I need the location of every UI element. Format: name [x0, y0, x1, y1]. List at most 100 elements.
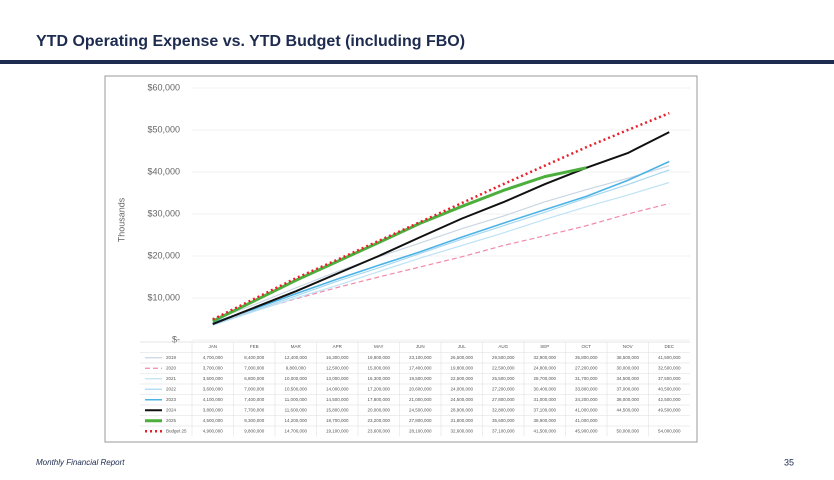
legend-label: 2025 [166, 418, 177, 423]
series-line [212, 181, 670, 326]
table-cell: 20,000,000 [367, 407, 390, 412]
x-tick-label: SEP [540, 344, 549, 349]
legend-label: Budget 25 [166, 428, 187, 433]
table-cell: 19,500,000 [409, 376, 432, 381]
table-cell: 17,400,000 [409, 365, 432, 370]
y-tick-label: $10,000 [147, 292, 180, 302]
series-line [212, 131, 670, 325]
table-cell: 30,400,000 [533, 386, 556, 391]
table-cell: 24,000,000 [450, 386, 473, 391]
table-cell: 12,500,000 [326, 365, 349, 370]
page-number: 35 [784, 457, 794, 467]
table-cell: 26,500,000 [450, 355, 473, 360]
y-tick-label: $- [172, 334, 180, 344]
x-tick-label: MAY [374, 344, 383, 349]
table-cell: 33,800,000 [575, 386, 598, 391]
table-cell: 24,500,000 [409, 407, 432, 412]
table-cell: 50,000,000 [616, 428, 639, 433]
y-tick-label: $40,000 [147, 166, 180, 176]
table-cell: 15,800,000 [326, 407, 349, 412]
table-cell: 11,000,000 [285, 397, 308, 402]
table-cell: 10,000,000 [284, 376, 307, 381]
table-cell: 32,900,000 [533, 355, 556, 360]
y-axis-title: Thousands [116, 197, 126, 242]
table-cell: 3,600,000 [203, 386, 224, 391]
footer-text: Monthly Financial Report [36, 458, 125, 467]
table-cell: 9,800,000 [286, 365, 307, 370]
table-cell: 31,000,000 [533, 397, 556, 402]
series-line [212, 160, 670, 324]
table-cell: 37,100,000 [533, 407, 556, 412]
table-cell: 24,500,000 [450, 397, 473, 402]
table-cell: 41,000,000 [575, 407, 598, 412]
table-cell: 4,900,000 [203, 428, 224, 433]
table-cell: 23,600,000 [367, 428, 390, 433]
table-cell: 3,500,000 [203, 376, 224, 381]
table-cell: 7,000,000 [244, 386, 265, 391]
table-cell: 20,600,000 [409, 386, 432, 391]
table-cell: 45,900,000 [575, 428, 598, 433]
table-cell: 35,800,000 [575, 355, 598, 360]
title-rule [0, 60, 834, 64]
table-cell: 41,000,000 [575, 418, 598, 423]
legend-label: 2020 [166, 365, 177, 370]
table-cell: 34,200,000 [575, 397, 598, 402]
table-cell: 9,300,000 [244, 418, 265, 423]
table-cell: 32,600,000 [450, 428, 473, 433]
table-cell: 23,200,000 [367, 418, 390, 423]
table-cell: 7,000,000 [244, 365, 265, 370]
table-cell: 17,200,000 [367, 386, 390, 391]
series-line [212, 169, 670, 326]
table-cell: 41,500,000 [533, 428, 556, 433]
table-cell: 14,500,000 [326, 397, 349, 402]
y-tick-label: $30,000 [147, 208, 180, 218]
table-cell: 34,500,000 [616, 376, 639, 381]
table-cell: 7,700,000 [244, 407, 265, 412]
y-tick-label: $20,000 [147, 250, 180, 260]
series-line [212, 202, 670, 326]
table-cell: 38,000,000 [616, 397, 639, 402]
legend-label: 2023 [166, 397, 177, 402]
table-cell: 32,500,000 [658, 365, 681, 370]
table-cell: 8,400,000 [244, 355, 265, 360]
table-cell: 3,800,000 [203, 407, 224, 412]
table-cell: 28,700,000 [533, 376, 556, 381]
table-cell: 28,100,000 [409, 428, 432, 433]
x-tick-label: JAN [208, 344, 217, 349]
chart-frame [104, 75, 698, 443]
table-cell: 25,500,000 [492, 376, 515, 381]
x-tick-label: OCT [582, 344, 592, 349]
table-cell: 27,200,000 [575, 365, 598, 370]
table-cell: 27,800,000 [409, 418, 432, 423]
table-cell: 37,000,000 [616, 386, 639, 391]
series-line [212, 166, 587, 323]
table-cell: 37,500,000 [658, 376, 681, 381]
table-cell: 42,500,000 [658, 397, 681, 402]
table-cell: 4,700,000 [203, 355, 224, 360]
legend-label: 2021 [166, 376, 177, 381]
table-cell: 19,800,000 [367, 355, 390, 360]
table-cell: 27,200,000 [492, 386, 515, 391]
table-cell: 21,000,000 [409, 397, 432, 402]
slide-title: YTD Operating Expense vs. YTD Budget (in… [36, 33, 465, 50]
table-cell: 10,500,000 [284, 386, 307, 391]
table-cell: 37,100,000 [492, 428, 515, 433]
x-tick-label: DEC [664, 344, 674, 349]
series-line [212, 165, 670, 321]
x-tick-label: NOV [623, 344, 633, 349]
table-cell: 27,800,000 [492, 397, 515, 402]
table-cell: 41,500,000 [658, 355, 681, 360]
legend-label: 2019 [166, 355, 177, 360]
table-cell: 49,500,000 [658, 407, 681, 412]
x-tick-label: AUG [498, 344, 508, 349]
x-tick-label: FEB [250, 344, 259, 349]
table-cell: 29,500,000 [492, 355, 515, 360]
table-cell: 14,000,000 [326, 386, 349, 391]
table-cell: 30,000,000 [616, 365, 639, 370]
table-cell: 44,500,000 [616, 407, 639, 412]
table-cell: 31,700,000 [575, 376, 598, 381]
x-tick-label: APR [333, 344, 343, 349]
x-tick-label: JUN [416, 344, 425, 349]
table-cell: 18,700,000 [326, 418, 349, 423]
